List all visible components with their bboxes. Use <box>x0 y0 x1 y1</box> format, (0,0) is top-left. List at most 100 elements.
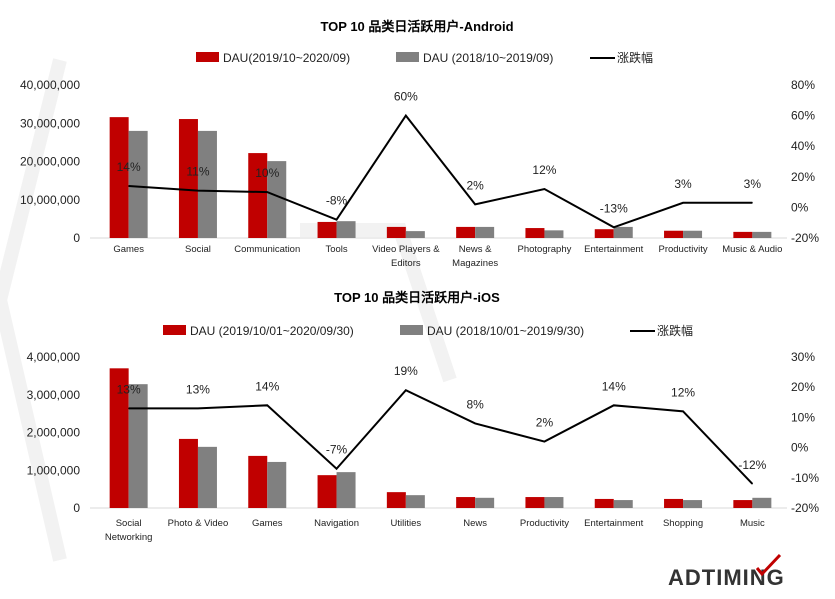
x-tick-label: News <box>463 518 487 529</box>
x-tick-label: Shopping <box>663 518 703 529</box>
line-point <box>128 407 130 409</box>
x-tick-label: Social <box>185 244 211 255</box>
bar-previous <box>336 221 356 238</box>
bar-current <box>109 368 129 508</box>
bar-current <box>317 475 337 508</box>
x-tick-label: Photo & Video <box>168 518 229 529</box>
bar-previous <box>128 130 148 238</box>
y2-tick-label: 10% <box>791 410 815 424</box>
data-label: 13% <box>186 382 210 396</box>
y2-tick-label: 60% <box>791 109 815 123</box>
line-point <box>751 202 753 204</box>
x-tick-label: Music & Audio <box>722 244 782 255</box>
ios-chart: TOP 10 品类日活跃用户-iOS DAU (2019/10/01~2020/0… <box>27 290 820 543</box>
line-point <box>266 404 268 406</box>
x-tick-label: Games <box>252 518 283 529</box>
chart-title: TOP 10 品类日活跃用户-Android <box>320 19 513 34</box>
legend-label: DAU (2018/10~2019/09) <box>423 51 553 65</box>
data-label: -7% <box>326 443 348 457</box>
legend-label: 涨跌幅 <box>617 50 653 65</box>
y-tick-label: 4,000,000 <box>27 350 81 364</box>
bar-current <box>733 231 753 238</box>
bar-previous <box>475 497 495 508</box>
bar-current <box>248 153 268 238</box>
bar-current <box>109 117 129 238</box>
data-label: -13% <box>600 201 628 215</box>
x-tick-label: Entertainment <box>584 518 644 529</box>
chart-title: TOP 10 品类日活跃用户-iOS <box>334 290 500 305</box>
bar-previous <box>405 495 425 508</box>
android-chart: TOP 10 品类日活跃用户-Android DAU(2019/10~2020/0… <box>20 19 819 269</box>
x-tick-label: Video Players & Editors <box>372 244 440 269</box>
x-tick-label: Utilities <box>391 518 422 529</box>
bar-current <box>248 455 268 508</box>
data-label: 8% <box>466 397 484 411</box>
legend-swatch <box>196 52 219 62</box>
y2-tick-label: 20% <box>791 380 815 394</box>
line-point <box>197 190 199 192</box>
bar-current <box>386 492 406 508</box>
legend-swatch <box>396 52 419 62</box>
data-label: 12% <box>532 163 556 177</box>
bar-previous <box>475 226 495 238</box>
data-label: 2% <box>466 178 484 192</box>
bar-previous <box>544 497 564 508</box>
bar-previous <box>752 497 772 508</box>
bar-previous <box>197 130 217 238</box>
bar-current <box>456 226 476 238</box>
data-label: 12% <box>671 385 695 399</box>
y-tick-label: 10,000,000 <box>20 193 80 207</box>
x-tick-label: Tools <box>325 244 347 255</box>
y2-tick-label: -20% <box>791 501 819 515</box>
data-label: 11% <box>186 165 209 179</box>
bar-current <box>664 230 684 238</box>
bar-previous <box>544 230 564 238</box>
change-line <box>128 388 754 485</box>
line-point <box>336 219 338 221</box>
legend-label: DAU(2019/10~2020/09) <box>223 51 350 65</box>
x-tick-label: Social Networking <box>105 518 153 543</box>
line-point <box>474 203 476 205</box>
y-tick-label: 1,000,000 <box>27 463 81 477</box>
bar-current <box>733 500 753 508</box>
y-tick-label: 3,000,000 <box>27 388 81 402</box>
bar-current <box>664 498 684 508</box>
data-label: 14% <box>602 379 626 393</box>
bar-current <box>386 226 406 238</box>
x-tick-label: Games <box>113 244 144 255</box>
bar-previous <box>613 500 633 508</box>
bar-previous <box>683 230 703 238</box>
x-tick-label: Photography <box>518 244 572 255</box>
legend-label: 涨跌幅 <box>657 323 693 338</box>
bar-previous <box>405 231 425 238</box>
y2-tick-label: -10% <box>791 471 819 485</box>
logo-text: ADTIMING <box>668 565 785 590</box>
x-tick-label: Productivity <box>658 244 707 255</box>
data-label: 14% <box>255 379 279 393</box>
y2-tick-label: 0% <box>791 441 809 455</box>
y2-tick-label: 30% <box>791 350 815 364</box>
bar-previous <box>197 446 217 508</box>
line-point <box>336 468 338 470</box>
y-tick-label: 2,000,000 <box>27 426 81 440</box>
adtiming-logo: ADTIMING <box>668 553 785 590</box>
x-tick-label: News & Magazines <box>452 244 498 269</box>
data-label: 60% <box>394 90 418 104</box>
data-label: 19% <box>394 364 418 378</box>
logo-check-icon <box>755 553 782 577</box>
y2-tick-label: -20% <box>791 231 819 245</box>
line-point <box>405 389 407 391</box>
data-label: 3% <box>744 177 762 191</box>
data-label: 2% <box>536 416 554 430</box>
x-tick-label: Productivity <box>520 518 569 529</box>
y-tick-label: 30,000,000 <box>20 116 80 130</box>
line-point <box>128 185 130 187</box>
line-point <box>613 404 615 406</box>
y-tick-label: 40,000,000 <box>20 78 80 92</box>
bar-current <box>178 119 198 238</box>
y-tick-label: 0 <box>73 501 80 515</box>
bar-current <box>178 438 198 508</box>
bar-current <box>525 228 545 238</box>
bar-previous <box>267 461 287 508</box>
